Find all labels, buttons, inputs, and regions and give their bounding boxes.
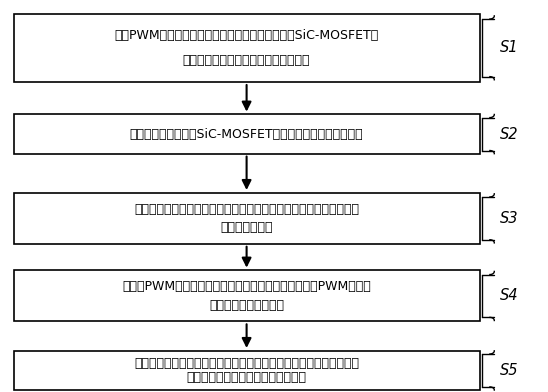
Bar <box>14 351 480 390</box>
Text: S2: S2 <box>500 127 519 142</box>
Bar <box>14 14 480 82</box>
Text: 并通过二级驱动电路提供补充驱动电流: 并通过二级驱动电路提供补充驱动电流 <box>183 54 310 67</box>
Text: 通过开关检测电路将SiC-MOSFET的开关状态以电压波形输出: 通过开关检测电路将SiC-MOSFET的开关状态以电压波形输出 <box>130 127 363 141</box>
Text: 形波进行计数；: 形波进行计数； <box>220 221 273 234</box>
Text: 电压波形经波形整形电路整形为脉宽相等的矩形波并通过计数器对矩: 电压波形经波形整形电路整形为脉宽相等的矩形波并通过计数器对矩 <box>134 203 359 216</box>
Text: S3: S3 <box>500 211 519 226</box>
Text: 同时以PWM脉冲的低电平作为计数器的复位信号，保存PWM脉冲单: 同时以PWM脉冲的低电平作为计数器的复位信号，保存PWM脉冲单 <box>122 280 371 293</box>
Text: 位周期内矩形波的总数: 位周期内矩形波的总数 <box>209 299 284 312</box>
Bar <box>14 193 480 244</box>
Text: 控制器接收当前矩形波计数値，输出预设控制信号控制二级驱动电路: 控制器接收当前矩形波计数値，输出预设控制信号控制二级驱动电路 <box>134 357 359 370</box>
Text: 通过PWM脉冲使一级驱动电路提供驱动电流以开通SiC-MOSFET，: 通过PWM脉冲使一级驱动电路提供驱动电流以开通SiC-MOSFET， <box>115 29 379 42</box>
Bar <box>14 114 480 154</box>
Text: S5: S5 <box>500 363 519 378</box>
Bar <box>14 270 480 321</box>
Text: S1: S1 <box>500 40 519 55</box>
Text: 中各电阱的通断以调节补充驱动电流: 中各电阱的通断以调节补充驱动电流 <box>187 371 306 384</box>
Text: S4: S4 <box>500 289 519 303</box>
